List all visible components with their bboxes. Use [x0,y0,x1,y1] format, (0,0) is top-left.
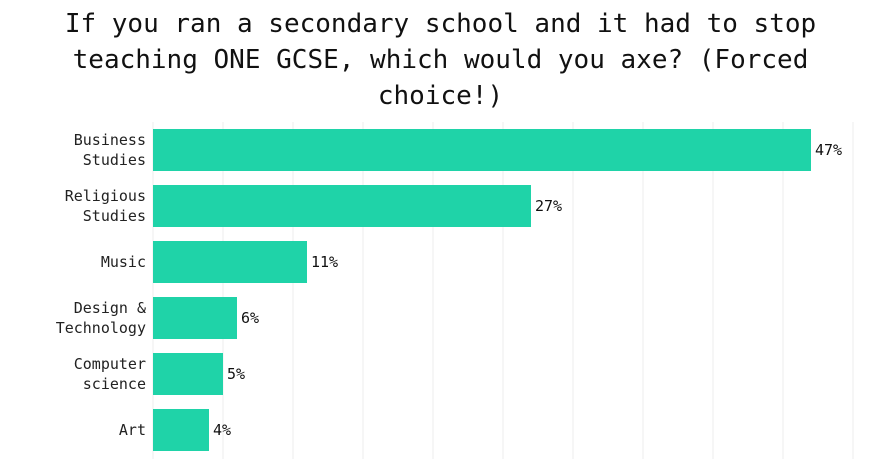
bar [153,297,237,339]
data-label: 5% [227,365,245,383]
category-label: Studies [83,151,146,169]
category-label: Design & [74,299,146,317]
bar [153,129,811,171]
category-label: Art [119,421,146,439]
bar [153,409,209,451]
chart-title: If you ran a secondary school and it had… [64,9,817,111]
data-label: 27% [535,197,562,215]
category-label: Studies [83,207,146,225]
category-label: Technology [56,319,146,337]
data-label: 47% [815,141,842,159]
data-label: 4% [213,421,231,439]
category-label: Business [74,131,146,149]
bar [153,185,531,227]
category-label: Music [101,253,146,271]
category-label: science [83,375,146,393]
category-label: Religious [65,187,146,205]
category-label: Computer [74,355,146,373]
data-label: 6% [241,309,259,327]
data-label: 11% [311,253,338,271]
bar [153,241,307,283]
bar [153,353,223,395]
